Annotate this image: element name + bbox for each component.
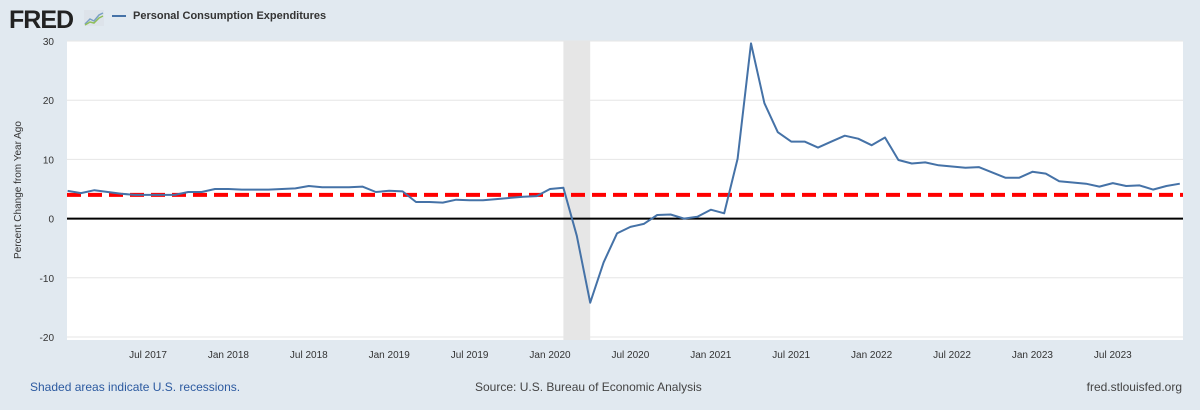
x-tick-label: Jul 2021: [772, 350, 810, 361]
x-tick-label: Jul 2020: [611, 350, 649, 361]
x-tick-label: Jan 2020: [529, 350, 571, 361]
fred-logo-graph-icon: [84, 10, 104, 26]
y-tick-label: 20: [43, 96, 55, 107]
x-tick-label: Jul 2022: [933, 350, 971, 361]
source-note: Source: U.S. Bureau of Economic Analysis: [475, 380, 702, 394]
x-tick-label: Jul 2019: [451, 350, 489, 361]
x-tick-label: Jul 2018: [290, 350, 328, 361]
x-tick-label: Jan 2019: [369, 350, 411, 361]
data-points: [67, 43, 1180, 303]
x-tick-label: Jan 2018: [208, 350, 250, 361]
fred-logo[interactable]: FRED: [9, 6, 74, 34]
y-tick-label: 0: [48, 215, 54, 226]
y-tick-label: -10: [40, 274, 55, 285]
legend-swatch: [112, 15, 126, 17]
x-tick-label: Jul 2023: [1094, 350, 1132, 361]
x-tick-label: Jan 2021: [690, 350, 732, 361]
x-tick-label: Jan 2022: [851, 350, 893, 361]
legend-item[interactable]: Personal Consumption Expenditures: [112, 10, 326, 22]
y-tick-label: 10: [43, 155, 55, 166]
recession-shading: [563, 41, 591, 340]
recession-note: Shaded areas indicate U.S. recessions.: [30, 380, 241, 394]
x-tick-label: Jan 2023: [1012, 350, 1054, 361]
site-link[interactable]: fred.stlouisfed.org: [1086, 380, 1182, 394]
y-tick-label: 30: [43, 37, 55, 48]
y-axis-label: Percent Change from Year Ago: [13, 121, 24, 259]
legend-label: Personal Consumption Expenditures: [133, 10, 327, 22]
plot-area: [67, 41, 1183, 340]
y-tick-label: -20: [40, 333, 55, 344]
x-tick-label: Jul 2017: [129, 350, 167, 361]
series-line: [67, 42, 1180, 304]
